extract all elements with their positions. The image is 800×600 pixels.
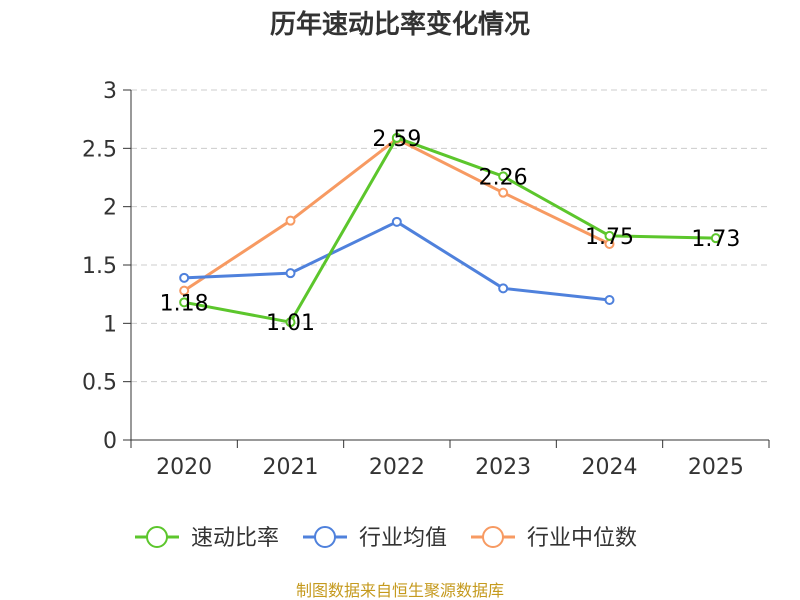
- data-point: [391, 216, 402, 227]
- chart-title: 历年速动比率变化情况: [270, 9, 530, 40]
- series-line: [183, 137, 611, 292]
- data-point: [179, 285, 190, 296]
- series-line: [184, 220, 610, 302]
- legend-item[interactable]: 行业中位数: [471, 526, 637, 551]
- source-note: 制图数据来自恒生聚源数据库: [296, 581, 504, 600]
- data-point: [604, 230, 615, 241]
- data-labels: 1.18 1.01 2.59 2.26 1.75 1.73: [160, 127, 741, 336]
- data-point: [179, 297, 190, 308]
- data-label: 1.75: [585, 225, 634, 250]
- data-point: [179, 272, 190, 283]
- data-label: 1.01: [266, 311, 315, 336]
- data-point: [604, 295, 615, 305]
- y-tick-label: 2: [103, 196, 117, 221]
- legend-label: 行业均值: [359, 526, 447, 551]
- data-label: 2.59: [372, 127, 421, 152]
- legend-item[interactable]: 速动比率: [135, 526, 279, 551]
- y-tick-label: 2.5: [82, 137, 117, 162]
- grid-lines: [131, 89, 769, 383]
- series-line: [183, 136, 716, 324]
- data-point: [710, 233, 721, 244]
- data-label: 1.73: [691, 227, 740, 252]
- legend[interactable]: 速动比率 行业均值 行业中位数: [135, 526, 637, 551]
- y-tick-label: 1.5: [82, 254, 117, 279]
- axes: 0 0.5 1 1.5 2 2.5 3 2020 2021 2022 2023 2024 2025: [82, 79, 770, 480]
- legend-marker: [314, 526, 336, 548]
- series-lines: [179, 132, 721, 328]
- y-tick-label: 3: [103, 79, 117, 104]
- data-label: 2.26: [479, 165, 528, 190]
- x-tick-label: 2025: [688, 455, 744, 480]
- x-tick-label: 2023: [475, 455, 531, 480]
- data-point: [285, 268, 296, 279]
- data-point: [498, 171, 509, 182]
- legend-marker: [482, 526, 504, 548]
- data-point: [391, 132, 402, 143]
- data-point: [498, 187, 509, 198]
- legend-label: 行业中位数: [527, 526, 637, 551]
- legend-label: 速动比率: [191, 526, 279, 551]
- x-tick-label: 2021: [263, 455, 319, 480]
- legend-item[interactable]: 行业均值: [303, 526, 447, 551]
- data-point: [285, 317, 296, 328]
- x-tick-label: 2024: [582, 455, 638, 480]
- x-tick-label: 2020: [156, 455, 212, 480]
- x-tick-label: 2022: [369, 455, 425, 480]
- data-label: 1.18: [160, 291, 209, 316]
- legend-marker: [146, 526, 168, 548]
- y-tick-label: 1: [103, 312, 117, 337]
- y-tick-label: 0.5: [82, 371, 117, 396]
- y-tick-label: 0: [103, 429, 117, 454]
- data-point: [498, 283, 509, 294]
- data-point: [285, 215, 296, 226]
